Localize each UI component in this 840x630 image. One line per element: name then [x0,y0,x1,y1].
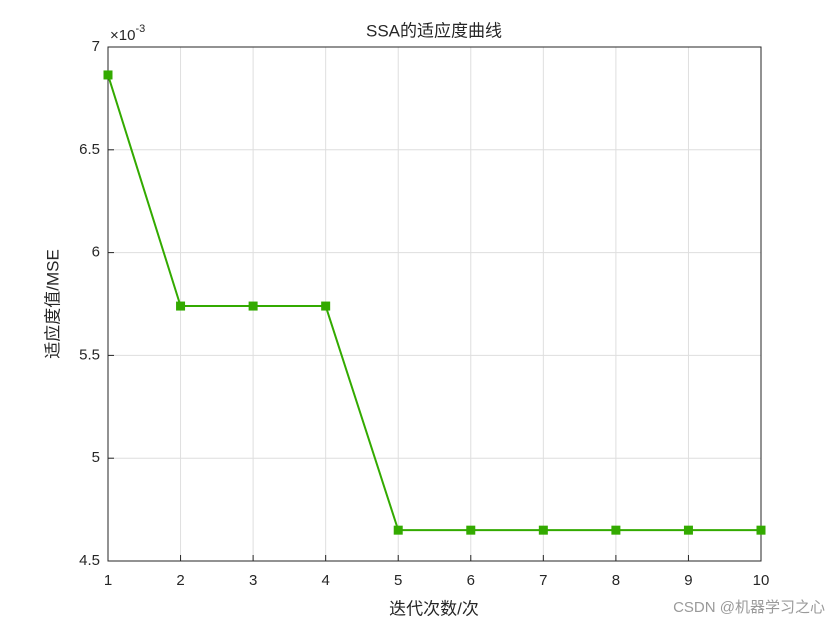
marker [756,525,766,535]
x-tick-label: 4 [321,572,329,589]
x-axis-label: 迭代次数/次 [389,599,479,618]
y-tick-label: 6 [92,244,100,261]
chart-title: SSA的适应度曲线 [366,21,502,40]
x-tick-label: 3 [249,572,257,589]
marker [321,301,331,311]
y-tick-label: 6.5 [79,141,100,158]
marker [176,301,186,311]
marker [611,525,621,535]
y-tick-label: 4.5 [79,552,100,569]
watermark: CSDN @机器学习之心 [673,599,825,616]
x-tick-label: 7 [539,572,547,589]
x-tick-label: 5 [394,572,402,589]
y-tick-label: 5 [92,449,100,466]
marker [248,301,258,311]
y-tick-label: 7 [92,38,100,55]
y-tick-label: 5.5 [79,346,100,363]
x-tick-label: 9 [684,572,692,589]
x-tick-label: 1 [104,572,112,589]
marker [466,525,476,535]
plot-frame [107,46,762,562]
y-axis-label: 适应度值/MSE [43,249,62,359]
x-tick-label: 8 [612,572,620,589]
y-multiplier-base: ×10 [110,27,135,44]
marker [393,525,403,535]
x-tick-label: 10 [753,572,770,589]
marker [683,525,693,535]
x-tick-label: 6 [467,572,475,589]
series-line [107,74,761,532]
y-multiplier: ×10-3 [110,23,145,44]
y-multiplier-power: -3 [135,23,145,35]
x-tick-label: 2 [176,572,184,589]
marker [538,525,548,535]
marker [103,70,113,80]
